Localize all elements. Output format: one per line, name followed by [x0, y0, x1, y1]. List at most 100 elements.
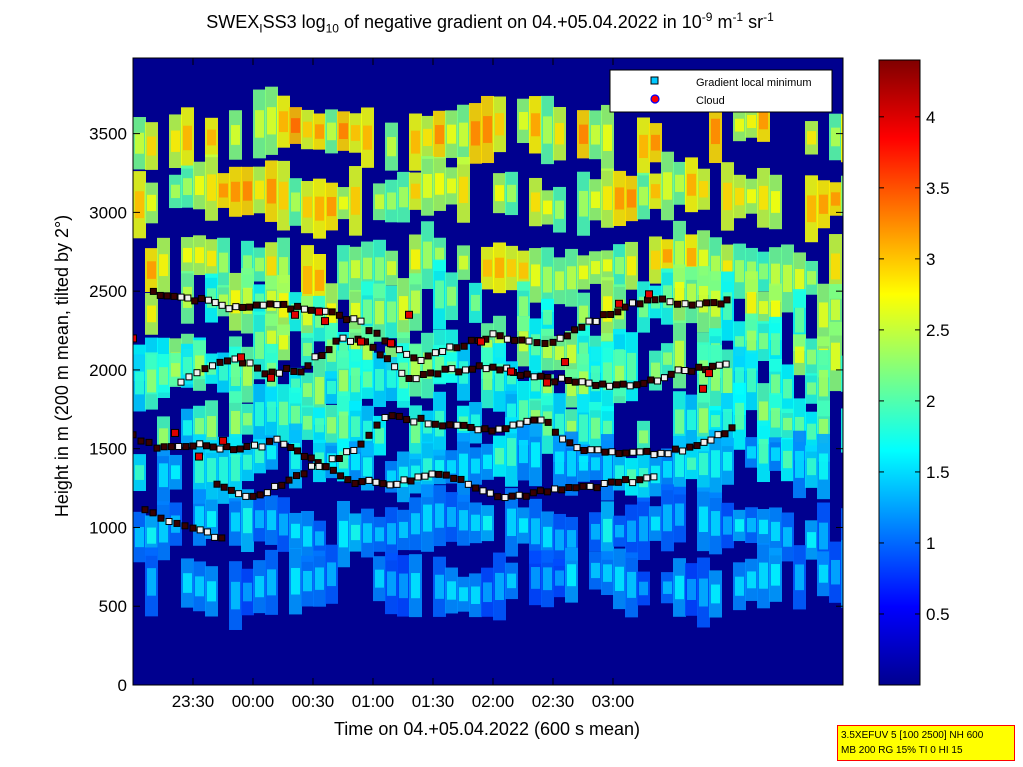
title-superscript: -9 [701, 10, 713, 24]
minimum-marker-track-2000 [571, 378, 579, 386]
heat-core-layer-1650 [759, 401, 768, 426]
x-tick-label: 01:00 [352, 692, 395, 711]
heat-core-layer-1950 [747, 368, 756, 393]
minimum-marker-track-1550 [643, 447, 651, 455]
minimum-marker-track-1250 [386, 481, 394, 489]
heat-core-layer-1400 [807, 458, 816, 476]
heat-core-layer-2100 [747, 330, 756, 354]
heat-core-yellow-mid [255, 180, 264, 200]
heat-core-layer-1650 [735, 402, 744, 430]
minimum-marker-track-1000 [173, 519, 181, 527]
minimum-marker-track-2400 [225, 305, 233, 313]
heat-core-layer-1400 [675, 453, 684, 477]
minimum-marker-track-1550 [251, 441, 258, 449]
minimum-marker-track-2400 [659, 295, 666, 303]
heat-core-layer-650 [291, 567, 300, 595]
minimum-marker-track-2400 [417, 356, 425, 364]
heat-core-yellow-upper [255, 110, 264, 138]
minimum-marker-track-2000 [667, 370, 675, 378]
heat-core-layer-650 [183, 573, 192, 593]
heat-core-layer-1000 [195, 506, 204, 529]
heat-core-yellow-mid [591, 191, 600, 209]
minimum-marker-track-1550 [467, 423, 475, 431]
heat-core-layer-1950 [603, 362, 612, 391]
heat-core-yellow-mid [135, 191, 144, 219]
heat-core-layer-650 [843, 560, 852, 587]
heat-core-yellow-low [603, 259, 612, 272]
x-tick-label: 23:30 [172, 692, 215, 711]
legend-circle-marker [650, 94, 660, 104]
heat-core-layer-1650 [579, 414, 588, 442]
heat-core-yellow-low [507, 259, 516, 277]
heat-core-yellow-low [375, 257, 384, 281]
heat-core-layer-1950 [327, 380, 336, 395]
heat-core-layer-1400 [447, 460, 456, 474]
heat-core-yellow-low [519, 262, 528, 279]
heat-core-layer-1000 [459, 510, 468, 531]
minimum-marker-track-1550 [230, 446, 237, 454]
heat-core-layer-2100 [759, 333, 768, 350]
heat-core-layer-650 [759, 562, 768, 589]
y-axis-label: Height in m (200 m mean, tilted by 2°) [52, 215, 72, 517]
minimum-marker-track-1250 [256, 491, 264, 499]
heat-core-layer-2100 [795, 346, 804, 363]
heat-core-layer-1400 [663, 461, 672, 478]
minimum-marker-track-1250 [227, 486, 235, 494]
heat-core-yellow-mid [183, 178, 192, 196]
heat-core-yellow-upper [267, 107, 276, 135]
heat-core-layer-1000 [135, 526, 144, 548]
heat-core-yellow-upper [735, 118, 744, 132]
heat-core-yellow-upper [651, 134, 660, 151]
x-tick-label: 00:00 [232, 692, 275, 711]
minimum-marker-track-1250 [494, 493, 502, 501]
minimum-marker-track-2400 [717, 300, 725, 308]
heat-core-layer-1650 [819, 418, 828, 444]
heat-core-layer-1000 [843, 520, 852, 536]
heat-core-yellow-upper [639, 134, 648, 159]
heat-core-layer-2100 [567, 344, 576, 364]
minimum-marker-track-2000 [434, 370, 442, 378]
heat-core-yellow-mid [375, 194, 384, 210]
heat-core-yellow-mid [447, 178, 456, 194]
heat-core-layer-1000 [507, 508, 516, 537]
heat-core-yellow-low [723, 260, 732, 282]
title-part: SS3 log [262, 12, 326, 32]
minimum-marker-track-1550 [537, 416, 545, 424]
minimum-marker-track-2000 [496, 366, 504, 374]
heat-core-yellow-low [195, 247, 204, 264]
heat-core-yellow-mid [195, 175, 204, 196]
minimum-marker-track-2000 [585, 379, 593, 387]
heat-core-layer-650 [615, 566, 624, 591]
heat-core-layer-1950 [291, 378, 300, 393]
heat-core-layer-2400 [447, 286, 456, 306]
heat-core-layer-1400 [723, 451, 732, 471]
heat-core-yellow-upper [171, 130, 180, 152]
heat-core-layer-1400 [471, 458, 480, 474]
minimum-marker-track-2000 [427, 369, 435, 377]
minimum-marker-track-2400 [599, 311, 607, 319]
minimum-marker-track-1550 [328, 455, 336, 463]
minimum-marker-track-1250 [308, 462, 315, 470]
heat-core-layer-2400 [435, 280, 444, 309]
minimum-marker-track-2000 [558, 374, 566, 382]
minimum-marker-track-1550 [196, 440, 204, 448]
minimum-marker-track-1250 [558, 486, 566, 494]
minimum-marker-track-2400 [703, 299, 711, 307]
minimum-marker-track-2400 [328, 308, 336, 316]
heat-core-yellow-low [351, 260, 360, 279]
heat-core-layer-650 [471, 586, 480, 604]
minimum-marker-track-2400 [533, 339, 541, 347]
heat-core-layer-650 [195, 576, 204, 597]
title-part: sr [743, 12, 764, 32]
minimum-marker-track-2400 [496, 332, 504, 340]
y-tick-label: 1000 [89, 518, 127, 537]
heat-core-layer-1650 [267, 401, 276, 422]
minimum-marker-track-1550 [559, 435, 567, 443]
cloud-marker [267, 373, 275, 382]
minimum-marker-track-1000 [141, 506, 149, 514]
y-tick-label: 3500 [89, 125, 127, 144]
heat-core-layer-1000 [519, 518, 528, 533]
heat-core-layer-1000 [807, 532, 816, 548]
colorbar-tick-label: 3.5 [926, 179, 950, 198]
heat-core-layer-1400 [579, 455, 588, 471]
